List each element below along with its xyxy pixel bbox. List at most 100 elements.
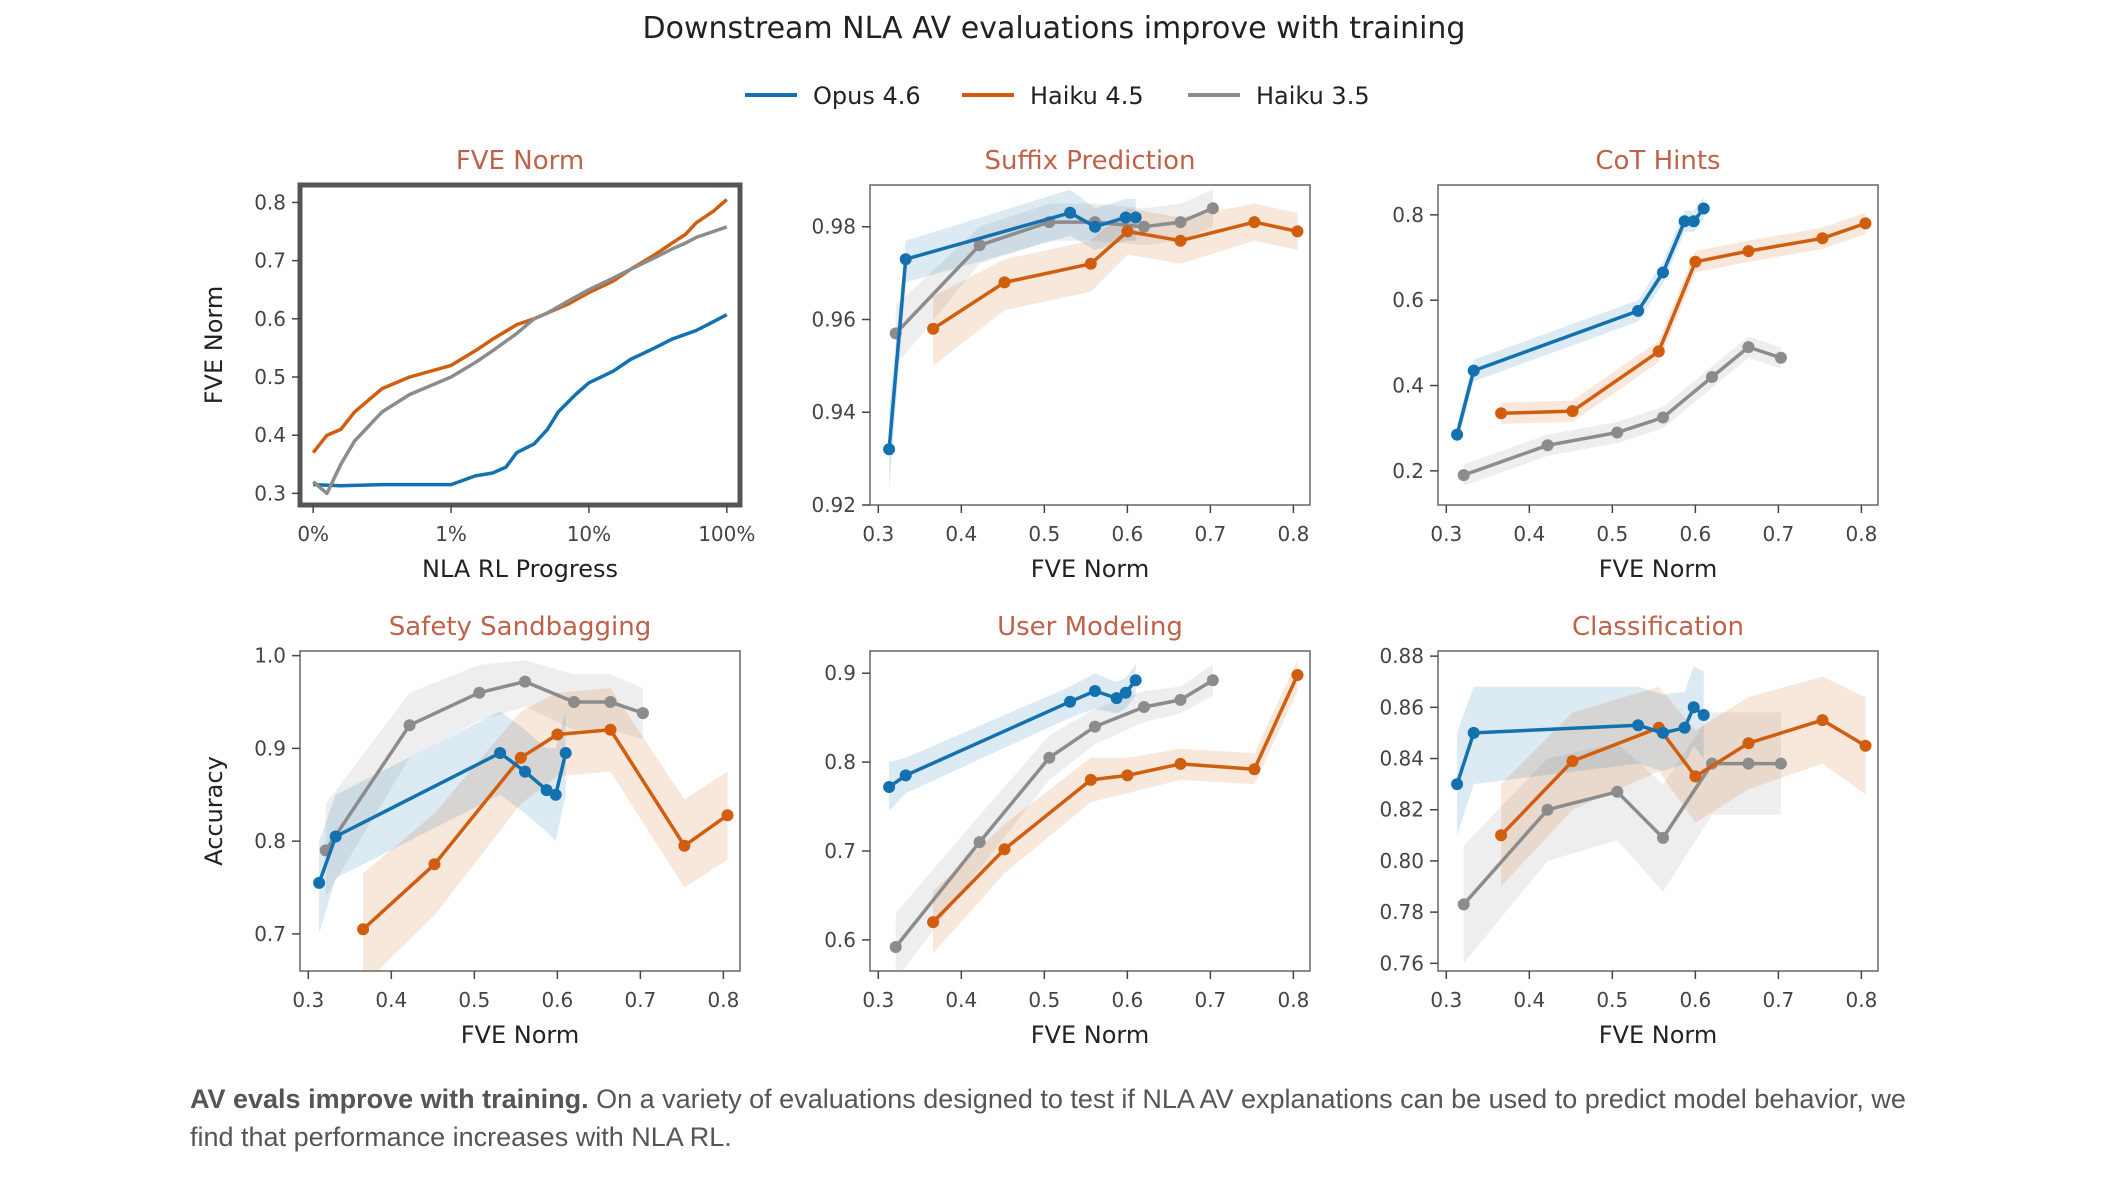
panel-title: Classification (1572, 612, 1744, 642)
figure-caption: AV evals improve with training. On a var… (190, 1080, 1940, 1156)
data-point (1541, 803, 1554, 816)
data-point (1451, 428, 1464, 441)
x-axis-label: FVE Norm (461, 1021, 579, 1049)
data-point (678, 839, 691, 852)
data-point (494, 747, 507, 759)
data-point (1467, 726, 1480, 739)
x-tick-label: 1% (435, 522, 467, 546)
legend: Opus 4.6 Haiku 4.5 Haiku 3.5 (745, 82, 1370, 110)
x-tick-label: 0% (297, 522, 329, 546)
data-point (1089, 685, 1101, 697)
legend-label: Haiku 4.5 (1030, 82, 1144, 110)
panel-title: CoT Hints (1595, 146, 1720, 176)
data-point (313, 876, 326, 889)
data-point (540, 784, 553, 797)
data-point (1774, 757, 1787, 770)
y-tick-label: 0.88 (1379, 644, 1424, 668)
caption-bold: AV evals improve with training. (190, 1084, 589, 1114)
panel-title: User Modeling (997, 612, 1183, 642)
data-point (473, 686, 486, 699)
x-tick-label: 0.4 (945, 522, 977, 546)
data-point (1774, 351, 1787, 364)
data-point (1064, 695, 1077, 708)
data-point (1678, 215, 1691, 228)
confidence-band (933, 203, 1298, 366)
data-point (899, 769, 912, 782)
data-point (357, 923, 370, 936)
data-point (1689, 255, 1702, 268)
panel-safety-sandbagging: Safety Sandbagging 0.3 0.4 0.5 0.6 0.7 0.8 0.7 0… (200, 612, 741, 1049)
x-tick-label: 0.4 (945, 988, 977, 1012)
data-point (1064, 206, 1077, 219)
data-point (1174, 234, 1187, 247)
data-point (1657, 266, 1669, 279)
series-line (313, 313, 728, 488)
x-axis-label: FVE Norm (1031, 555, 1149, 583)
data-point (1495, 407, 1508, 420)
y-tick-label: 0.92 (811, 493, 856, 517)
x-tick-label: 0.7 (1762, 988, 1794, 1012)
data-point (1138, 701, 1150, 713)
confidence-band (1457, 666, 1704, 836)
data-point (899, 253, 912, 266)
data-layer (1451, 666, 1872, 964)
data-point (1611, 426, 1624, 439)
y-tick-label: 0.6 (824, 928, 856, 952)
data-point (1248, 216, 1261, 229)
chart-panels: FVE Norm 0% 1% 10% 100% 0.3 0.4 0.5 0.6 0.7 0.8 NLA… (200, 146, 1879, 1049)
y-tick-label: 0.9 (254, 736, 286, 760)
data-point (1119, 686, 1132, 699)
data-point (1859, 739, 1872, 752)
data-point (1678, 721, 1691, 734)
x-tick-label: 0.5 (1596, 522, 1628, 546)
x-tick-label: 0.5 (1596, 988, 1628, 1012)
data-point (1121, 769, 1134, 782)
legend-item: Haiku 3.5 (1188, 82, 1370, 110)
x-axis-label: FVE Norm (1031, 1021, 1149, 1049)
x-tick-label: 0.3 (862, 522, 894, 546)
y-tick-label: 0.4 (254, 423, 286, 447)
data-point (551, 728, 564, 741)
legend-label: Opus 4.6 (813, 82, 921, 110)
x-tick-label: 0.8 (1845, 988, 1877, 1012)
y-tick-label: 0.7 (254, 249, 286, 273)
data-point (514, 751, 527, 764)
data-point (519, 675, 531, 688)
x-tick-label: 0.6 (1679, 988, 1711, 1012)
x-axis-label: NLA RL Progress (422, 555, 618, 583)
data-point (973, 239, 986, 252)
data-point (604, 723, 617, 736)
data-point (403, 719, 416, 732)
x-tick-label: 0.3 (1430, 988, 1462, 1012)
data-point (1084, 257, 1097, 270)
y-tick-label: 0.76 (1379, 951, 1424, 975)
confidence-band (1501, 212, 1866, 424)
data-point (559, 747, 572, 759)
y-tick-label: 0.2 (1392, 459, 1424, 483)
x-tick-label: 0.7 (624, 988, 656, 1012)
plot-frame (869, 184, 1311, 506)
x-tick-label: 0.5 (1028, 988, 1060, 1012)
data-point (1632, 304, 1645, 317)
data-point (1742, 341, 1755, 354)
x-tick-label: 0.6 (1111, 988, 1143, 1012)
data-point (1129, 674, 1142, 687)
x-axis-label: FVE Norm (1599, 1021, 1717, 1049)
x-tick-label: 0.6 (1679, 522, 1711, 546)
y-tick-label: 0.8 (824, 750, 856, 774)
data-point (329, 830, 342, 843)
data-point (1248, 763, 1261, 776)
x-tick-label: 0.7 (1194, 988, 1226, 1012)
data-point (1457, 898, 1470, 911)
data-point (1089, 720, 1101, 733)
data-point (1632, 719, 1645, 732)
x-tick-label: 0.5 (1028, 522, 1060, 546)
data-point (1084, 773, 1097, 786)
data-point (889, 941, 902, 953)
y-axis-label: FVE Norm (200, 286, 228, 404)
y-tick-label: 0.8 (254, 829, 286, 853)
y-tick-label: 0.82 (1379, 798, 1424, 822)
data-point (973, 836, 986, 849)
y-tick-label: 0.98 (811, 215, 856, 239)
data-layer (1451, 197, 1872, 486)
